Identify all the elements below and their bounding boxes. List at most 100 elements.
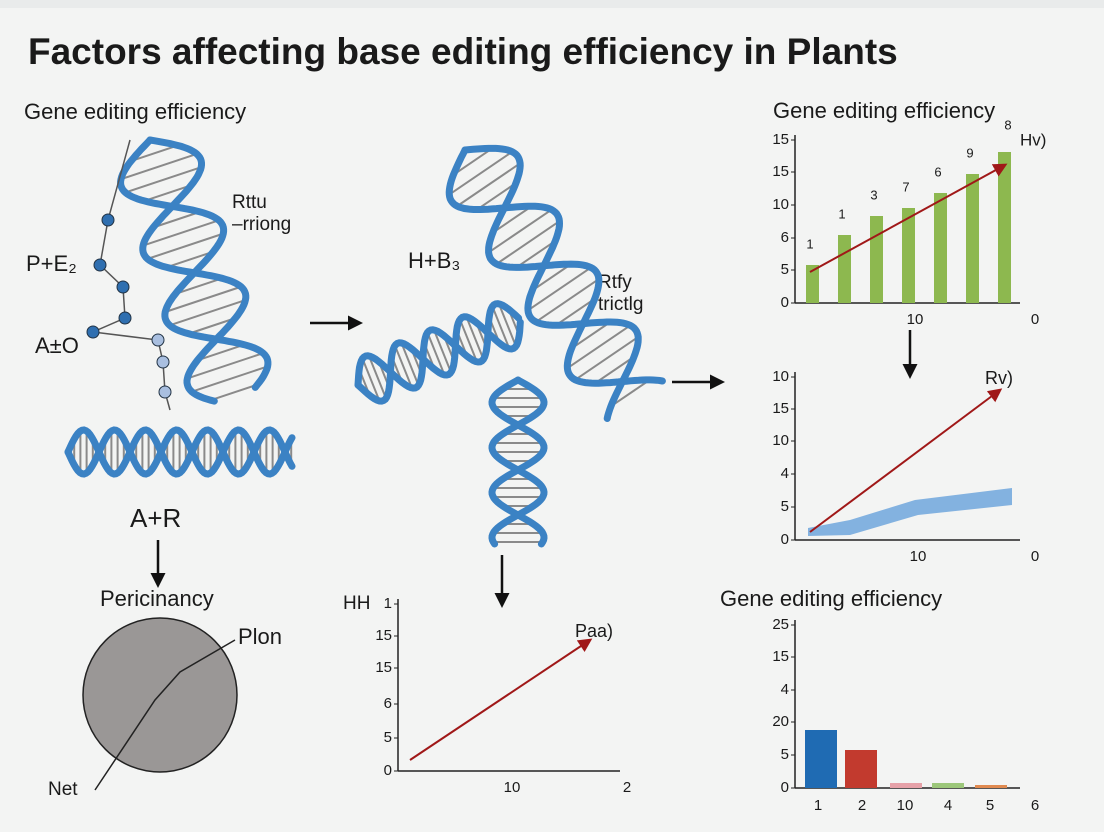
- helix-rung: [169, 299, 246, 327]
- helix-strand: [354, 300, 523, 392]
- helix-rung: [197, 343, 245, 362]
- helix-rung: [488, 208, 553, 254]
- helix-strand: [64, 426, 296, 478]
- label: trictlg: [598, 294, 643, 315]
- y-tick-label: 4: [781, 681, 789, 698]
- axis-label: HH: [343, 593, 370, 614]
- label: –rriong: [232, 214, 291, 235]
- trend: [809, 388, 1003, 533]
- y-tick-label: 6: [384, 695, 392, 712]
- y-tick-label: 0: [384, 762, 392, 779]
- helix-rung: [400, 342, 420, 386]
- helix-rung: [610, 379, 651, 408]
- label: Gene editing efficiency: [24, 99, 246, 124]
- y-tick-label: 10: [772, 196, 789, 213]
- trend: [809, 163, 1008, 273]
- chain-bead: [118, 311, 132, 325]
- y-tick-label: 4: [781, 465, 789, 482]
- helix-rung: [527, 266, 592, 312]
- x-tick-label: 6: [1031, 797, 1039, 814]
- helix-rung: [143, 184, 192, 202]
- x-tick-label: 5: [986, 797, 994, 814]
- helix-rung: [191, 365, 268, 393]
- helix-strand: [139, 136, 250, 405]
- label: A+R: [130, 503, 181, 533]
- helix-rung: [574, 336, 639, 381]
- helix-rung: [515, 240, 556, 269]
- helix-rung: [497, 303, 517, 347]
- bar-label: 3: [870, 187, 877, 202]
- helix-strand: [445, 146, 642, 422]
- helix-rung: [465, 316, 485, 360]
- y-tick-label: 10: [772, 432, 789, 449]
- helix-rung: [459, 319, 478, 363]
- bar: [806, 265, 819, 303]
- helix-rung: [188, 317, 236, 335]
- x-tick-label: 2: [858, 797, 866, 814]
- label: P+E₂: [26, 251, 77, 276]
- y-tick-label: 25: [772, 616, 789, 633]
- label: Rtfy: [598, 272, 632, 293]
- x-tick-label: 10: [504, 779, 521, 796]
- helix-rung: [368, 355, 387, 399]
- label: Rttu: [232, 192, 267, 213]
- helix-rung: [566, 324, 631, 370]
- helix-rung: [164, 285, 242, 313]
- y-tick-label: 10: [772, 368, 789, 385]
- legend: Paa): [575, 621, 613, 641]
- helix-strand: [488, 376, 548, 548]
- bar: [870, 216, 883, 303]
- bar: [805, 730, 837, 788]
- bar-label: 7: [902, 179, 909, 194]
- helix-rung: [130, 144, 179, 163]
- helix-rung: [495, 220, 560, 265]
- helix-rung: [555, 298, 596, 327]
- chain-bead: [116, 280, 130, 294]
- x-tick-label: 10: [907, 311, 924, 328]
- label: H+B₃: [408, 248, 460, 273]
- bar-label: 9: [966, 145, 973, 160]
- bar: [932, 783, 964, 788]
- helix-rung: [531, 263, 572, 292]
- bar: [890, 783, 922, 788]
- y-tick-label: 5: [781, 746, 789, 763]
- bar: [975, 785, 1007, 788]
- y-tick-label: 0: [781, 531, 789, 548]
- title: Factors affecting base editing efficienc…: [28, 31, 898, 72]
- y-tick-label: 0: [781, 779, 789, 796]
- y-tick-label: 15: [772, 648, 789, 665]
- chain-bead: [86, 325, 100, 339]
- helix-strand: [461, 144, 666, 387]
- y-tick-label: 5: [384, 729, 392, 746]
- chain-bead: [151, 333, 165, 347]
- legend: Rv): [985, 368, 1013, 388]
- helix-rung: [492, 205, 533, 234]
- bar: [902, 208, 915, 303]
- chain-bead: [93, 258, 107, 272]
- x-tick-label: 1: [814, 797, 822, 814]
- y-tick-label: 5: [781, 498, 789, 515]
- chain-bead: [101, 213, 115, 227]
- y-tick-label: 1: [384, 595, 392, 612]
- bar: [966, 174, 979, 303]
- helix-rung: [570, 321, 611, 350]
- helix-rung: [594, 355, 635, 385]
- bar: [998, 152, 1011, 303]
- y-tick-label: 15: [772, 163, 789, 180]
- helix-rung: [476, 182, 517, 211]
- helix-rung: [433, 329, 452, 373]
- legend: Hv): [1020, 130, 1046, 149]
- chain-bead: [158, 385, 172, 399]
- helix-rung: [361, 358, 381, 402]
- helix-rung: [491, 306, 511, 350]
- y-tick-label: 5: [781, 261, 789, 278]
- bar: [934, 193, 947, 303]
- y-tick-label: 15: [375, 627, 392, 644]
- band: [808, 488, 1012, 536]
- helix-rung: [535, 278, 600, 323]
- x-tick-label: 10: [910, 548, 927, 565]
- bar: [838, 235, 851, 303]
- pie-label: Net: [48, 779, 78, 800]
